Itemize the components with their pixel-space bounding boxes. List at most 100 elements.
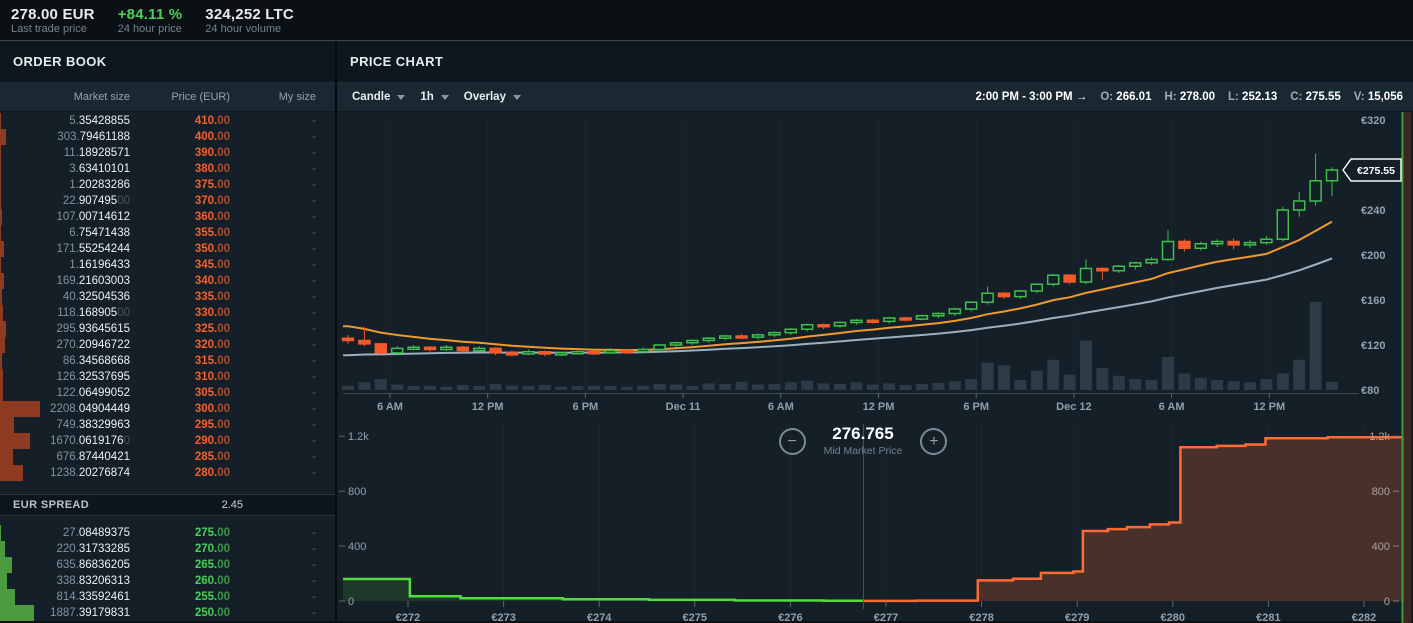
market-size-value: 1887.39179831 xyxy=(50,607,130,619)
bid-depth-bar xyxy=(0,541,5,557)
svg-text:€275.55: €275.55 xyxy=(1357,165,1395,177)
ask-price-value: 400.00 xyxy=(194,131,230,143)
order-book-ask-row[interactable]: 86.34568668 315.00 - xyxy=(0,353,335,369)
order-book-bid-row[interactable]: 338.83206313 260.00 - xyxy=(0,573,335,589)
depth-chart: 1.2k 1.2k 800 800 400 400 0 0 €272 €273 €274 €275 €2… xyxy=(339,424,1404,623)
svg-text:400: 400 xyxy=(348,541,366,553)
market-size-value: 1.16196433 xyxy=(69,259,130,271)
order-book-ask-row[interactable]: 1.16196433 345.00 - xyxy=(0,257,335,273)
ask-price-value: 370.00 xyxy=(194,195,230,207)
order-book-ask-row[interactable]: 270.20946722 320.00 - xyxy=(0,337,335,353)
24h-volume-label: 24 hour volume xyxy=(205,22,282,35)
order-book-ask-row[interactable]: 118.16890500 330.00 - xyxy=(0,305,335,321)
chart-type-dropdown[interactable]: Candle xyxy=(352,91,406,103)
market-size-value: 171.55254244 xyxy=(56,243,130,255)
ask-price-value: 360.00 xyxy=(194,211,230,223)
market-size-value: 126.32537695 xyxy=(56,371,130,383)
bid-depth-line xyxy=(343,577,864,602)
mid-market-price-value: 276.765 xyxy=(832,424,894,443)
chevron-down-icon xyxy=(512,94,521,100)
svg-text:€274: €274 xyxy=(587,612,612,623)
my-size-value: - xyxy=(312,575,316,587)
order-book-ask-row[interactable]: 169.21603003 340.00 - xyxy=(0,273,335,289)
order-book-title: ORDER BOOK xyxy=(0,41,335,83)
my-size-value: - xyxy=(312,291,316,303)
chart-body: 6 AM 12 PM 6 PM Dec 11 6 AM 12 PM 6 PM Dec 12 6 … xyxy=(337,112,1413,623)
ask-price-value: 390.00 xyxy=(194,147,230,159)
interval-dropdown[interactable]: 1h xyxy=(420,91,449,103)
ask-depth-bar xyxy=(0,289,2,305)
order-book-bid-row[interactable]: 635.86836205 265.00 - xyxy=(0,557,335,573)
svg-text:12 PM: 12 PM xyxy=(472,401,504,413)
overlay-label: Overlay xyxy=(463,91,506,103)
order-book-ask-row[interactable]: 171.55254244 350.00 - xyxy=(0,241,335,257)
depth-zoom-out-button[interactable]: − xyxy=(778,427,806,455)
svg-text:€276: €276 xyxy=(778,612,802,623)
ask-depth-bar xyxy=(0,369,3,385)
order-book-bid-row[interactable]: 220.31733285 270.00 - xyxy=(0,541,335,557)
order-book-ask-row[interactable]: 2208.04904449 300.00 - xyxy=(0,401,335,417)
bid-price-value: 250.00 xyxy=(194,607,230,619)
my-size-value: - xyxy=(312,131,316,143)
order-book-ask-row[interactable]: 676.87440421 285.00 - xyxy=(0,449,335,465)
asks-list: 5.35428855 410.00-303.79461188 400.00-11.1… xyxy=(0,113,335,481)
order-book-ask-row[interactable]: 1670.06191760 290.00 - xyxy=(0,433,335,449)
ohlc-pair: V: 15,056 xyxy=(1353,91,1403,103)
order-book-ask-row[interactable]: 11.18928571 390.00 - xyxy=(0,145,335,161)
svg-text:€278: €278 xyxy=(969,612,993,623)
bid-price-value: 275.00 xyxy=(194,527,230,539)
ask-price-value: 295.00 xyxy=(194,419,230,431)
ohlc-pair: H: 278.00 xyxy=(1164,91,1215,103)
svg-text:€280: €280 xyxy=(1161,612,1185,623)
my-size-value: - xyxy=(312,591,316,603)
order-book-bid-row[interactable]: 814.33592461 255.00 - xyxy=(0,589,335,605)
bid-price-value: 260.00 xyxy=(194,575,230,587)
ohlc-pair: C: 275.55 xyxy=(1290,91,1341,103)
svg-text:800: 800 xyxy=(1372,486,1390,498)
my-size-value: - xyxy=(312,387,316,399)
order-book-ask-row[interactable]: 1238.20276874 280.00 - xyxy=(0,465,335,481)
spread-label: EUR SPREAD xyxy=(13,499,90,511)
ask-depth-bar xyxy=(0,337,5,353)
overlay-dropdown[interactable]: Overlay xyxy=(464,91,521,103)
order-book-bid-row[interactable]: 27.08489375 275.00 - xyxy=(0,525,335,541)
column-price: Price (EUR) xyxy=(171,91,230,103)
market-size-value: 22.90749500 xyxy=(62,195,130,207)
order-book-bid-row[interactable]: 1887.39179831 250.00 - xyxy=(0,605,335,621)
svg-text:400: 400 xyxy=(1372,541,1390,553)
svg-text:0: 0 xyxy=(348,596,354,608)
bid-depth-bar xyxy=(0,605,34,621)
my-size-value: - xyxy=(312,371,316,383)
order-book-ask-row[interactable]: 5.35428855 410.00 - xyxy=(0,113,335,129)
order-book-ask-row[interactable]: 3.63410101 380.00 - xyxy=(0,161,335,177)
right-depth-gauge xyxy=(1401,112,1411,623)
order-book-ask-row[interactable]: 126.32537695 310.00 - xyxy=(0,369,335,385)
my-size-value: - xyxy=(312,307,316,319)
order-book-ask-row[interactable]: 40.32504536 335.00 - xyxy=(0,289,335,305)
order-book-ask-row[interactable]: 107.00714612 360.00 - xyxy=(0,209,335,225)
my-size-value: - xyxy=(312,607,316,619)
my-size-value: - xyxy=(312,467,316,479)
my-size-value: - xyxy=(312,419,316,431)
depth-zoom-in-button[interactable]: + xyxy=(920,427,948,455)
svg-text:12 PM: 12 PM xyxy=(863,401,895,413)
price-depth-chart-canvas[interactable]: 6 AM 12 PM 6 PM Dec 11 6 AM 12 PM 6 PM Dec 12 6 … xyxy=(337,112,1411,623)
volume-bars xyxy=(342,302,1338,390)
ask-depth-bar xyxy=(0,465,23,481)
svg-text:€240: €240 xyxy=(1361,205,1385,217)
order-book-ask-row[interactable]: 295.93645615 325.00 - xyxy=(0,321,335,337)
ask-depth-bar xyxy=(0,193,1,209)
order-book-ask-row[interactable]: 6.75471438 355.00 - xyxy=(0,225,335,241)
last-trade-price-label: Last trade price xyxy=(11,22,87,35)
order-book-ask-row[interactable]: 1.20283286 375.00 - xyxy=(0,177,335,193)
my-size-value: - xyxy=(312,227,316,239)
svg-text:€320: €320 xyxy=(1361,115,1385,127)
order-book-ask-row[interactable]: 303.79461188 400.00 - xyxy=(0,129,335,145)
column-my-size: My size xyxy=(278,91,316,103)
ask-price-value: 315.00 xyxy=(194,355,230,367)
order-book-ask-row[interactable]: 22.90749500 370.00 - xyxy=(0,193,335,209)
order-book-ask-row[interactable]: 122.06499052 305.00 - xyxy=(0,385,335,401)
order-book-column-headers: Market size Price (EUR) My size xyxy=(0,83,335,112)
order-book-ask-row[interactable]: 749.38329963 295.00 - xyxy=(0,417,335,433)
my-size-value: - xyxy=(312,275,316,287)
